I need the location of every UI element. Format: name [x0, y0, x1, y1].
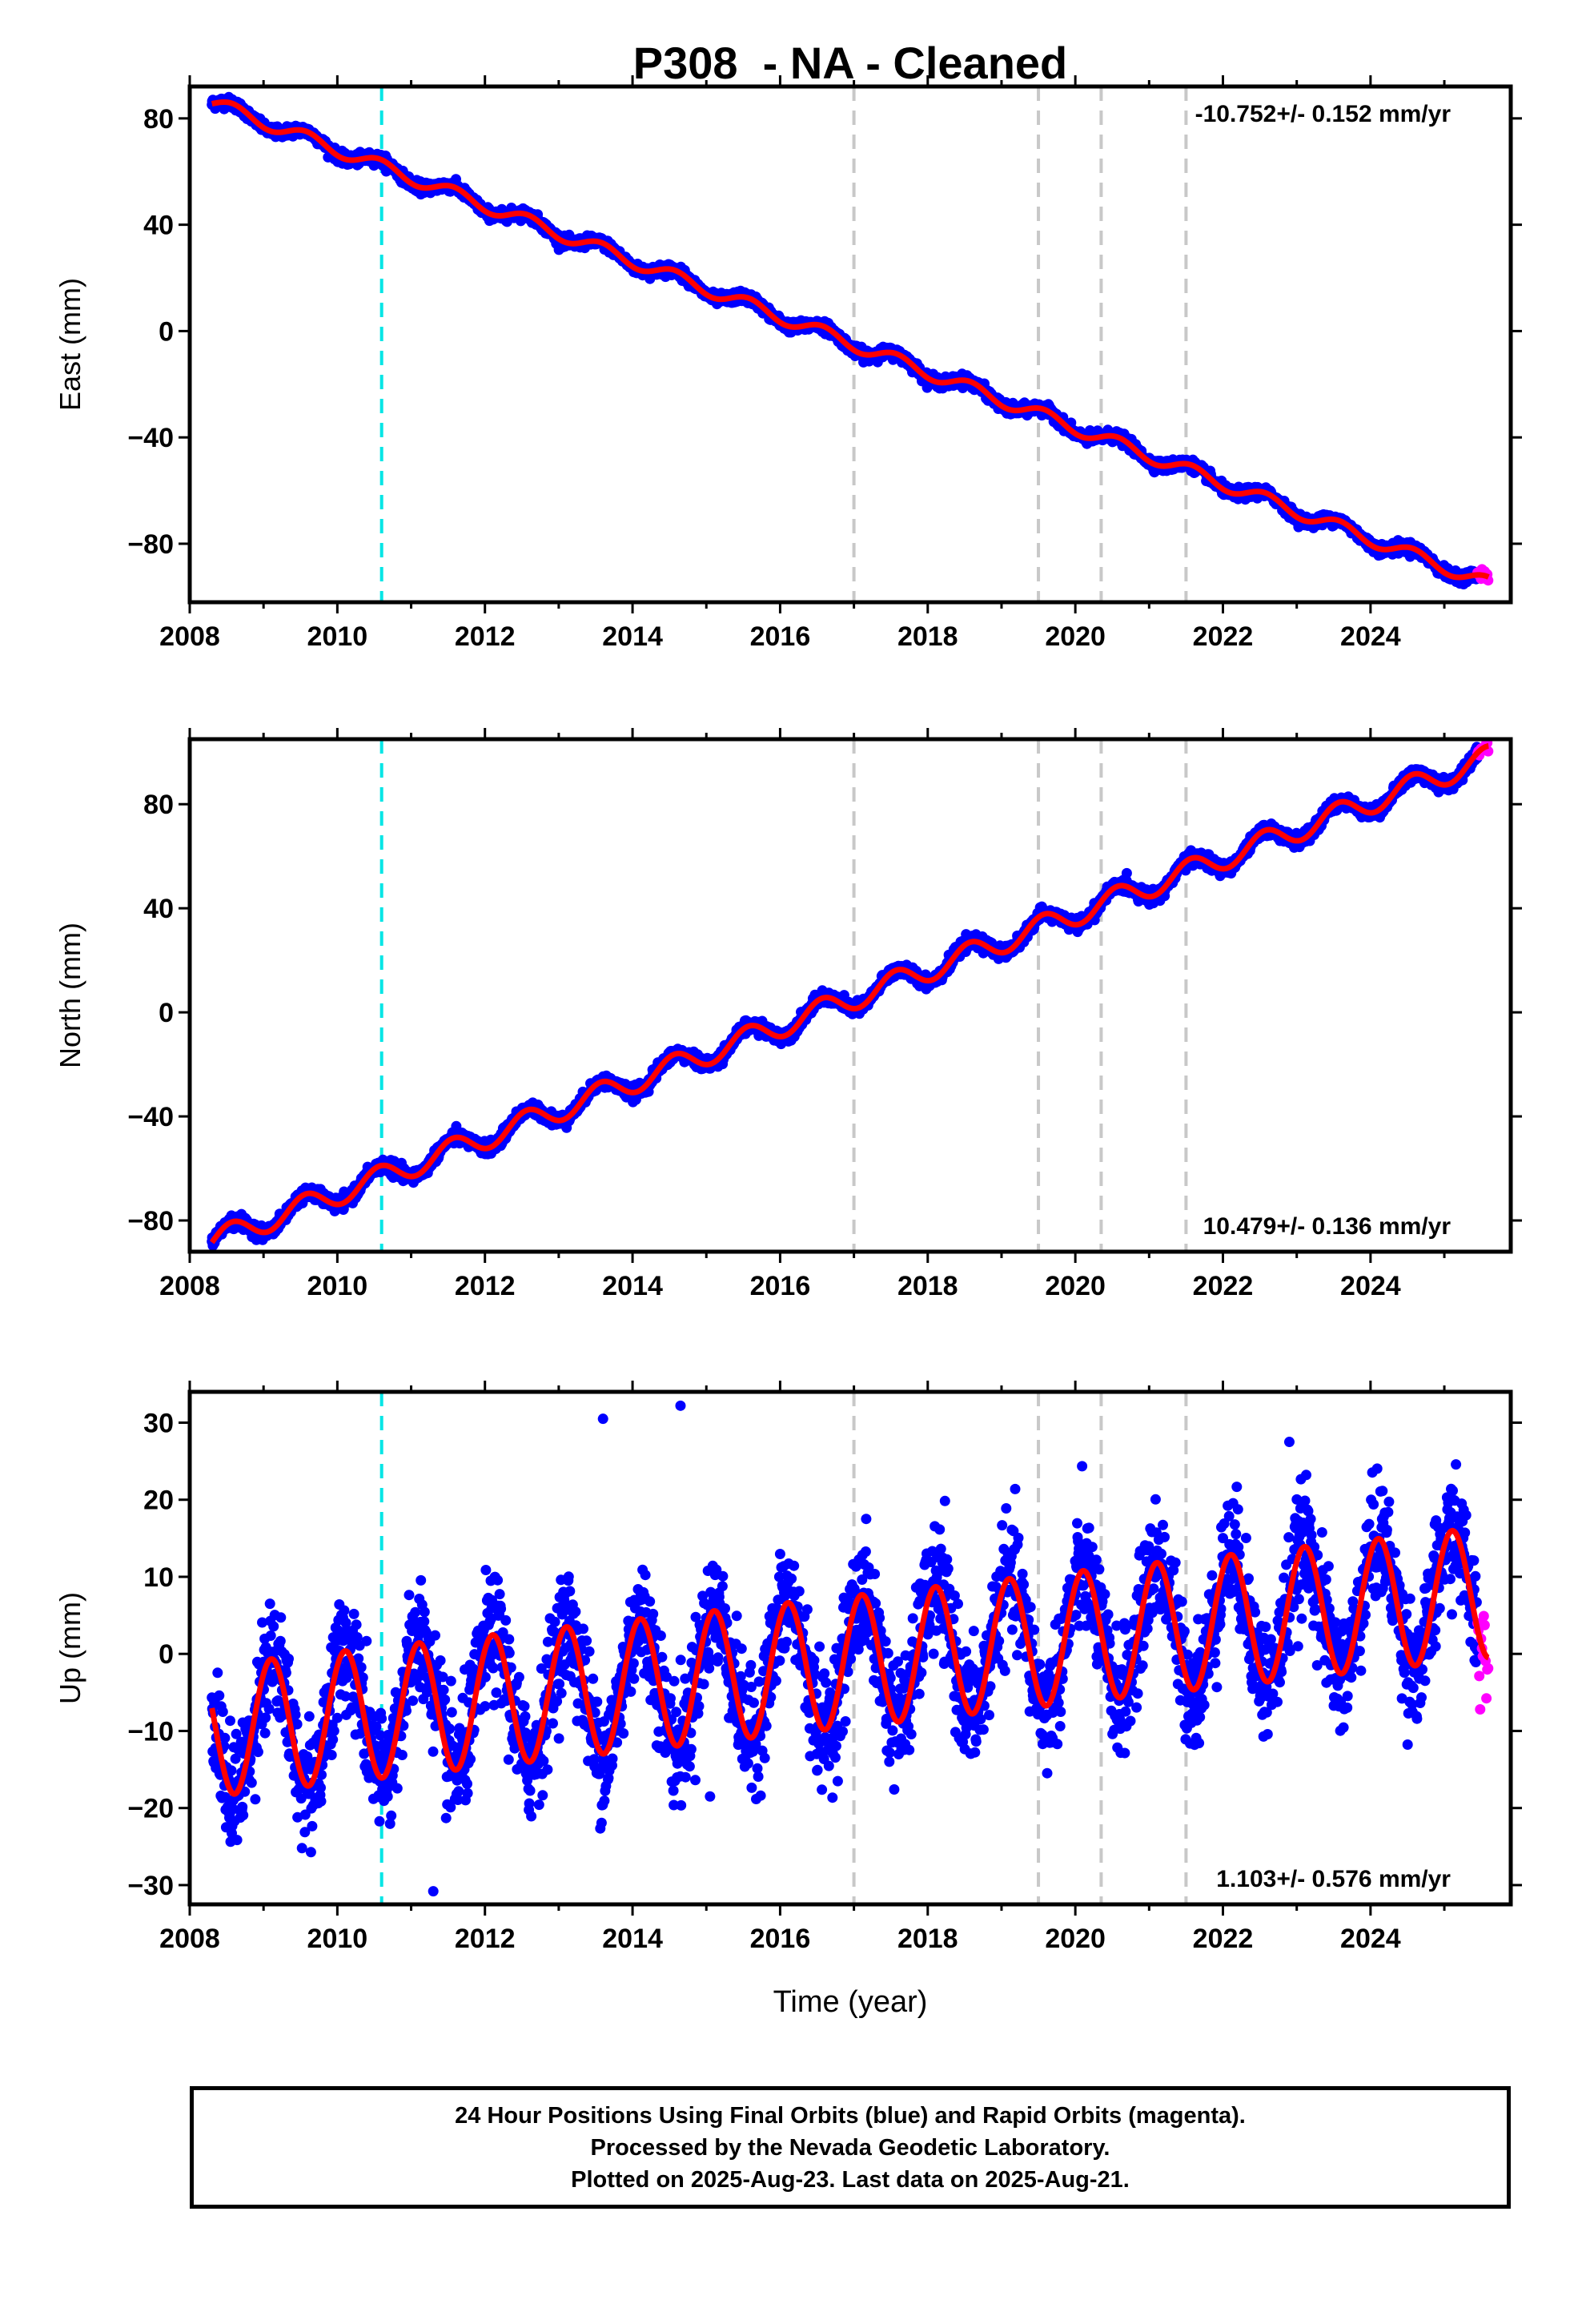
y-axis-label: East (mm)	[54, 278, 86, 411]
x-tick-label: 2018	[897, 621, 958, 652]
x-tick-label: 2012	[455, 621, 516, 652]
x-tick-label: 2014	[602, 621, 663, 652]
x-tick-label: 2022	[1193, 621, 1254, 652]
y-tick-label: 40	[143, 211, 174, 241]
y-tick-label: −80	[127, 529, 174, 560]
x-tick-label: 2008	[159, 621, 220, 652]
x-tick-label: 2020	[1045, 621, 1106, 652]
data-points	[207, 91, 1494, 589]
rate-label: -10.752+/- 0.152 mm/yr	[1195, 101, 1452, 127]
y-tick-label: 80	[143, 104, 174, 135]
x-tick-label: 2024	[1340, 621, 1401, 652]
chart-title: P308 - NA - Cleaned	[633, 38, 1068, 88]
panel-east: 80 40 0 −40 −80 2008 2010 2012 2014 2016 2018 2020 2…	[54, 75, 1522, 652]
y-tick-label: −40	[127, 423, 174, 453]
x-tick-label: 2010	[307, 621, 368, 652]
x-tick-label: 2016	[750, 621, 811, 652]
y-tick-label: 0	[159, 316, 174, 347]
